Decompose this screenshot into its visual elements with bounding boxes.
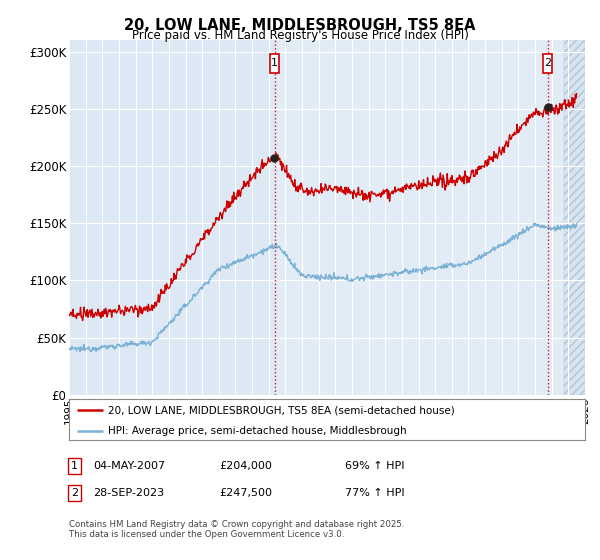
Bar	[564, 40, 585, 395]
Text: 2: 2	[544, 58, 551, 68]
Text: 28-SEP-2023: 28-SEP-2023	[93, 488, 164, 498]
Text: 1: 1	[271, 58, 278, 68]
Text: 77% ↑ HPI: 77% ↑ HPI	[345, 488, 404, 498]
Bar	[564, 40, 585, 395]
Text: HPI: Average price, semi-detached house, Middlesbrough: HPI: Average price, semi-detached house,…	[108, 426, 406, 436]
Text: 04-MAY-2007: 04-MAY-2007	[93, 461, 165, 471]
Text: 69% ↑ HPI: 69% ↑ HPI	[345, 461, 404, 471]
Text: £204,000: £204,000	[219, 461, 272, 471]
Bar	[275, 40, 564, 395]
Text: Price paid vs. HM Land Registry's House Price Index (HPI): Price paid vs. HM Land Registry's House …	[131, 29, 469, 42]
Text: 20, LOW LANE, MIDDLESBROUGH, TS5 8EA: 20, LOW LANE, MIDDLESBROUGH, TS5 8EA	[124, 18, 476, 33]
Text: 20, LOW LANE, MIDDLESBROUGH, TS5 8EA (semi-detached house): 20, LOW LANE, MIDDLESBROUGH, TS5 8EA (se…	[108, 405, 454, 415]
Text: Contains HM Land Registry data © Crown copyright and database right 2025.
This d: Contains HM Land Registry data © Crown c…	[69, 520, 404, 539]
FancyBboxPatch shape	[270, 54, 279, 72]
Text: £247,500: £247,500	[219, 488, 272, 498]
Text: 2: 2	[71, 488, 78, 498]
FancyBboxPatch shape	[543, 54, 552, 72]
Text: 1: 1	[71, 461, 78, 471]
